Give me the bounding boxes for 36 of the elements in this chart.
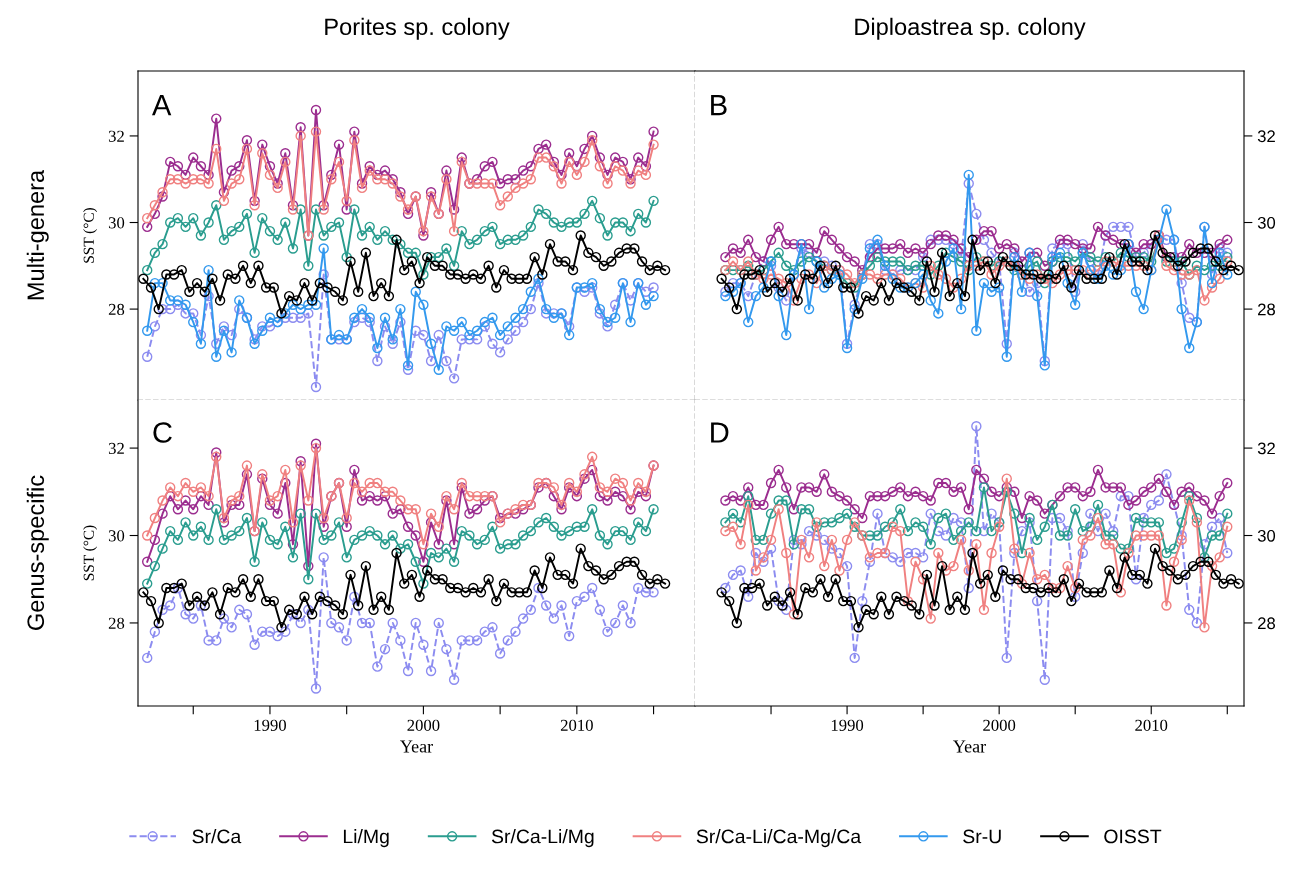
y-axis-title: SST (°C)	[83, 207, 98, 263]
y-tick-label: 30	[108, 217, 125, 229]
x-tick-label: 1990	[254, 719, 286, 731]
x-tick-label: 2000	[983, 719, 1016, 731]
x-tick-label: 1990	[831, 719, 864, 731]
y-tick-label: 32	[1257, 442, 1275, 455]
y-tick-label: 32	[108, 442, 124, 455]
legend-label: Sr-U	[963, 829, 1001, 844]
legend-label: Li/Mg	[343, 829, 389, 848]
y-tick-label: 30	[108, 530, 125, 542]
text: Multi-genera	[26, 169, 49, 300]
legend-label: OISST	[1104, 829, 1162, 844]
annotation: C	[153, 422, 172, 443]
y-tick-label: 28	[1258, 303, 1276, 316]
x-axis-title: Year	[953, 740, 986, 753]
text: Genus-specific	[26, 475, 49, 630]
legend-label: Sr/Ca	[192, 829, 242, 844]
legend-label: Sr/Ca-Li/Ca-Mg/Ca	[696, 829, 862, 848]
annotation: B	[711, 95, 727, 116]
y-tick-label: 30	[1257, 216, 1276, 229]
x-tick-label: 2010	[1135, 719, 1168, 731]
annotation: A	[151, 95, 172, 116]
y-tick-label: 28	[1258, 617, 1276, 630]
y-tick-label: 28	[108, 303, 125, 316]
y-axis-title: SST (°C)	[83, 525, 98, 581]
chart-title: Diploastrea sp. colony	[855, 17, 1086, 40]
y-tick-label: 32	[108, 130, 124, 142]
y-tick-label: 30	[1257, 529, 1276, 542]
x-tick-label: 2010	[560, 719, 593, 731]
x-axis-title: Year	[400, 740, 433, 753]
legend-label: Sr/Ca-Li/Mg	[491, 829, 594, 848]
chart-title: Porites sp. colony	[325, 17, 510, 40]
y-tick-label: 32	[1257, 130, 1275, 143]
annotation: D	[711, 422, 729, 443]
y-tick-label: 28	[108, 617, 125, 629]
x-tick-label: 2000	[407, 719, 440, 731]
